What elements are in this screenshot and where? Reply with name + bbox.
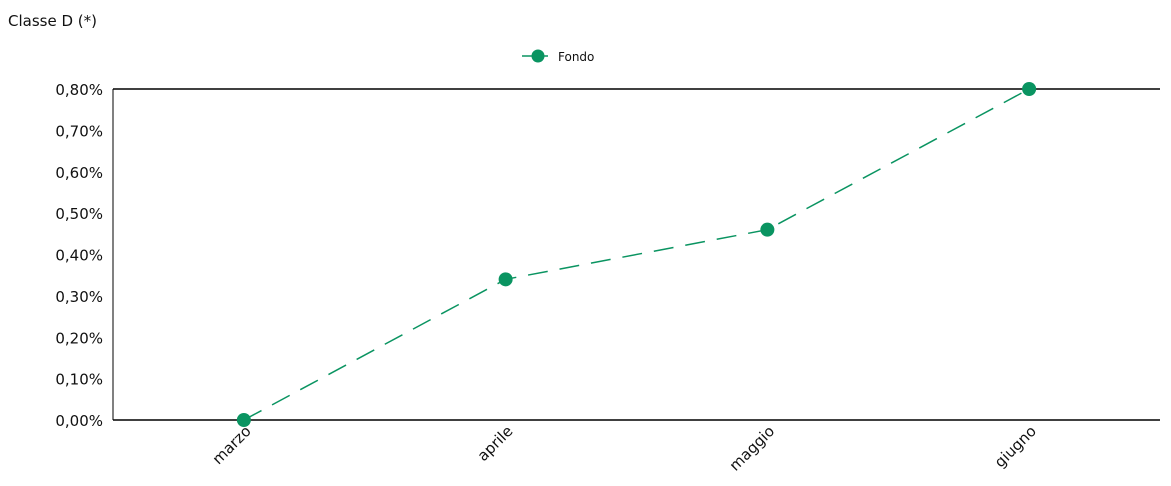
x-tick-label: maggio <box>726 422 778 474</box>
legend-marker <box>531 49 545 63</box>
x-tick-label: aprile <box>474 422 517 465</box>
y-tick-label: 0,80% <box>55 81 103 99</box>
series-lines <box>243 88 1030 421</box>
y-tick-label: 0,20% <box>55 329 103 347</box>
y-tick-label: 0,40% <box>55 247 103 265</box>
data-point <box>1022 82 1037 96</box>
data-point <box>236 413 251 427</box>
chart-title: Classe D (*) <box>8 12 97 30</box>
y-tick-label: 0,50% <box>55 205 103 223</box>
data-point <box>760 222 775 237</box>
x-axis-ticks: marzo aprile maggio giugno <box>209 422 1040 474</box>
y-tick-label: 0,70% <box>55 122 103 140</box>
y-tick-label: 0,00% <box>55 412 103 430</box>
series-line <box>243 88 1030 421</box>
data-point <box>498 272 513 287</box>
y-tick-label: 0,30% <box>55 288 103 306</box>
series-points <box>236 82 1037 427</box>
legend: Fondo <box>522 49 594 64</box>
y-tick-label: 0,10% <box>55 371 103 389</box>
x-tick-label: giugno <box>991 422 1040 471</box>
legend-label: Fondo <box>558 50 594 64</box>
x-tick-label: marzo <box>209 422 255 468</box>
axes <box>112 88 1160 421</box>
y-axis-ticks: 0,00% 0,10% 0,20% 0,30% 0,40% 0,50% 0,60% 0,70%… <box>55 81 103 430</box>
y-tick-label: 0,60% <box>55 164 103 182</box>
